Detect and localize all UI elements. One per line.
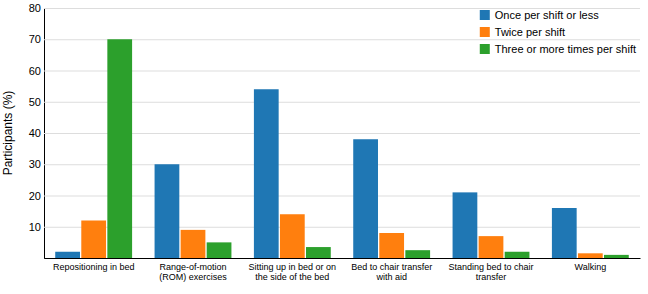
- grid-line: [44, 164, 640, 165]
- tick-label: Bed to chair transferwith aid: [351, 262, 432, 282]
- legend-swatch: [480, 44, 490, 54]
- grid-line: [44, 102, 640, 103]
- tick-label-line: Range-of-motion: [159, 262, 226, 272]
- bar: [353, 139, 378, 258]
- bar: [552, 208, 577, 258]
- bars: [55, 39, 629, 258]
- tick-label: 50: [29, 96, 41, 108]
- axis-title: Participants (%): [1, 91, 15, 176]
- tick-label: 70: [29, 33, 41, 45]
- tick-label: Range-of-motion(ROM) exercises: [159, 262, 227, 282]
- x-axis: Repositioning in bed Range-of-motion(ROM)…: [45, 258, 641, 282]
- legend-swatch: [480, 10, 490, 20]
- tick-label: Walking: [574, 262, 606, 272]
- bar: [280, 214, 305, 258]
- tick-label-line: Repositioning in bed: [53, 262, 135, 272]
- tick-label: Repositioning in bed: [53, 262, 135, 272]
- bar: [107, 39, 132, 258]
- bar: [254, 89, 279, 258]
- legend: Once per shift or less Twice per shift Thr…: [480, 9, 636, 55]
- tick-label: Sitting up in bed or onthe side of the b…: [249, 262, 337, 282]
- bar: [453, 192, 478, 258]
- tick-label-line: transfer: [476, 272, 507, 282]
- legend-swatch: [480, 27, 490, 37]
- bar: [155, 164, 180, 258]
- grid-line: [44, 39, 640, 40]
- grid-line: [44, 133, 640, 134]
- tick-label-line: Bed to chair transfer: [351, 262, 432, 272]
- legend-label: Once per shift or less: [495, 9, 599, 21]
- grid-line: [44, 196, 640, 197]
- bar: [578, 253, 603, 258]
- bar: [207, 242, 232, 258]
- bar: [306, 247, 331, 258]
- bar: [55, 252, 80, 258]
- legend-item: Twice per shift: [480, 26, 565, 38]
- tick: Standing bed to chairtransfer: [448, 258, 533, 282]
- tick-label: Standing bed to chairtransfer: [448, 262, 533, 282]
- grid-line: [44, 227, 640, 228]
- tick: Repositioning in bed: [53, 258, 135, 272]
- bar: [405, 250, 430, 258]
- axis-line: [45, 9, 641, 259]
- legend-item: Once per shift or less: [480, 9, 599, 21]
- bar: [81, 221, 106, 259]
- tick: Range-of-motion(ROM) exercises: [159, 258, 227, 282]
- chart: 10 20 30 40 50 60 70 80 Participants (%) Repositi…: [0, 0, 648, 294]
- axis-line: [45, 258, 641, 259]
- bar: [604, 255, 629, 258]
- bar: [379, 233, 404, 258]
- bar: [479, 236, 504, 258]
- tick: Bed to chair transferwith aid: [351, 258, 432, 282]
- tick-label-line: Sitting up in bed or on: [249, 262, 337, 272]
- tick: Sitting up in bed or onthe side of the b…: [249, 258, 337, 282]
- tick-label: 10: [29, 221, 41, 233]
- y-axis: 10 20 30 40 50 60 70 80: [29, 2, 640, 258]
- tick-label-line: Walking: [574, 262, 606, 272]
- tick-label: 80: [29, 2, 41, 14]
- tick-label-line: (ROM) exercises: [159, 272, 227, 282]
- tick-label: 40: [29, 127, 41, 139]
- legend-item: Three or more times per shift: [480, 43, 636, 55]
- plot: 10 20 30 40 50 60 70 80 Participants (%) Repositi…: [1, 2, 641, 282]
- bar: [505, 252, 530, 258]
- legend-label: Three or more times per shift: [495, 43, 636, 55]
- tick-label-line: the side of the bed: [255, 272, 329, 282]
- tick-label: 60: [29, 65, 41, 77]
- legend-label: Twice per shift: [495, 26, 565, 38]
- bar-series: [107, 39, 628, 258]
- bar: [181, 230, 206, 258]
- bar-series: [55, 89, 576, 258]
- tick-label-line: Standing bed to chair: [448, 262, 533, 272]
- tick: Walking: [574, 258, 606, 272]
- tick-label: 20: [29, 190, 41, 202]
- tick-label: 30: [29, 158, 41, 170]
- tick-label-line: with aid: [375, 272, 407, 282]
- bar-series: [81, 214, 602, 258]
- grid-line: [44, 71, 640, 72]
